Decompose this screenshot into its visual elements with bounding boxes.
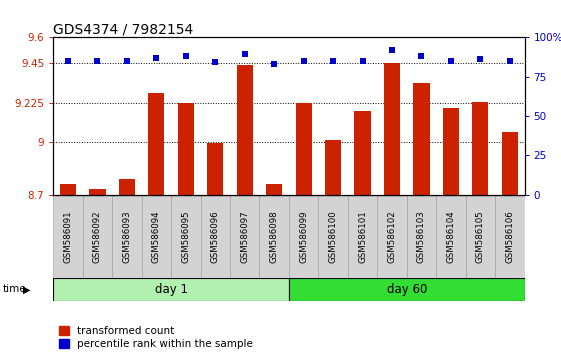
Bar (83, 195, 112, 278)
Text: GSM586105: GSM586105 (476, 210, 485, 263)
Bar (502, 132, 518, 195)
Bar (201, 195, 230, 278)
Bar (207, 143, 223, 195)
Text: GSM586091: GSM586091 (63, 210, 72, 263)
Point (329, 58, 338, 64)
Bar (112, 195, 142, 278)
Bar (237, 65, 253, 195)
Text: GSM586099: GSM586099 (299, 210, 308, 263)
Point (505, 58, 514, 64)
Text: GSM586102: GSM586102 (388, 210, 397, 263)
Text: GSM586094: GSM586094 (152, 210, 161, 263)
Bar (53, 195, 83, 278)
Bar (436, 195, 466, 278)
Point (152, 55, 161, 61)
Bar (355, 111, 371, 195)
Text: GSM586097: GSM586097 (240, 210, 249, 263)
Bar (325, 141, 341, 195)
Text: GSM586101: GSM586101 (358, 210, 367, 263)
Bar (230, 195, 259, 278)
Text: time: time (3, 284, 26, 295)
Point (211, 59, 220, 65)
Bar (296, 103, 312, 195)
Bar (495, 195, 525, 278)
Point (240, 52, 249, 57)
Bar (259, 195, 289, 278)
Text: GSM586100: GSM586100 (329, 210, 338, 263)
Text: GSM586098: GSM586098 (270, 210, 279, 263)
Point (93, 58, 102, 64)
Text: day 60: day 60 (387, 283, 427, 296)
Bar (377, 195, 407, 278)
Bar (443, 108, 459, 195)
Point (476, 56, 485, 62)
Point (181, 53, 190, 59)
Bar (466, 195, 495, 278)
Point (388, 47, 397, 53)
Bar (384, 63, 400, 195)
Point (63, 58, 72, 64)
Bar (142, 195, 171, 278)
Text: ▶: ▶ (23, 284, 31, 295)
Bar (472, 102, 489, 195)
Bar (119, 179, 135, 195)
Bar (266, 184, 282, 195)
Point (299, 58, 308, 64)
Bar (407, 195, 436, 278)
Text: GSM586106: GSM586106 (505, 210, 514, 263)
Bar (348, 195, 377, 278)
Point (270, 61, 279, 67)
Bar (60, 184, 76, 195)
Point (447, 58, 456, 64)
Bar (89, 189, 105, 195)
Text: GSM586092: GSM586092 (93, 210, 102, 263)
Text: GDS4374 / 7982154: GDS4374 / 7982154 (53, 22, 194, 36)
Bar (319, 195, 348, 278)
Text: GSM586096: GSM586096 (211, 210, 220, 263)
Bar (178, 103, 194, 195)
Text: day 1: day 1 (155, 283, 187, 296)
Bar (289, 278, 525, 301)
Bar (171, 195, 201, 278)
Point (417, 53, 426, 59)
Text: GSM586093: GSM586093 (122, 210, 131, 263)
Point (358, 58, 367, 64)
Bar (53, 278, 289, 301)
Bar (289, 195, 319, 278)
Text: GSM586095: GSM586095 (181, 210, 190, 263)
Point (122, 58, 131, 64)
Bar (413, 83, 430, 195)
Text: GSM586104: GSM586104 (447, 210, 456, 263)
Text: GSM586103: GSM586103 (417, 210, 426, 263)
Bar (148, 93, 164, 195)
Legend: transformed count, percentile rank within the sample: transformed count, percentile rank withi… (58, 326, 253, 349)
